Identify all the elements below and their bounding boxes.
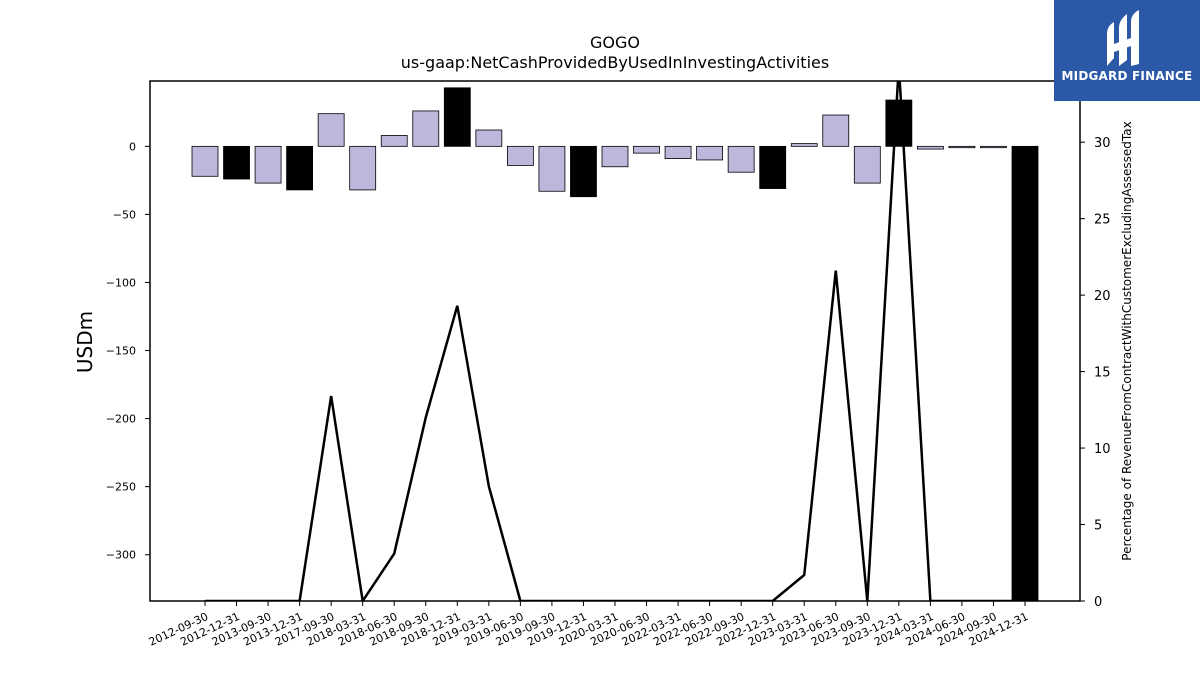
- y-axis-label: USDm: [73, 311, 97, 373]
- y2-tick-label: 0: [1094, 595, 1102, 610]
- bar-2024-06-30: [948, 145, 976, 149]
- y-tick-label: −300: [106, 549, 136, 562]
- y2-tick-label: 5: [1094, 519, 1102, 534]
- y-axis-left: 0 −50 −100 −150 −200 −250 −300: [106, 140, 150, 562]
- bar-2012-12-31: [223, 145, 250, 180]
- y-tick-label: −250: [106, 481, 136, 494]
- bar-2019-03-31: [475, 129, 503, 147]
- bar-2017-09-30: [317, 113, 345, 147]
- bar-2019-12-31: [570, 145, 597, 198]
- y2-tick-label: 30: [1094, 136, 1111, 151]
- y2-tick-label: 25: [1094, 213, 1111, 228]
- bar-2013-12-31: [286, 145, 314, 191]
- y-axis-right: 0 5 10 15 20 25 30: [1080, 136, 1111, 610]
- bar-2023-03-31: [790, 143, 818, 147]
- y2-axis-label: Percentage of RevenueFromContractWithCus…: [1120, 121, 1134, 560]
- bar-series: [191, 87, 1039, 602]
- y-tick-label: 0: [129, 140, 136, 153]
- y2-tick-label: 20: [1094, 289, 1111, 304]
- chart-title: GOGO: [590, 33, 640, 52]
- y-tick-label: −50: [113, 208, 136, 221]
- y2-tick-label: 10: [1094, 442, 1111, 457]
- chart-subtitle: us-gaap:NetCashProvidedByUsedInInvesting…: [401, 53, 829, 72]
- bar-2023-06-30: [822, 114, 850, 147]
- y-tick-label: −200: [106, 413, 136, 426]
- bar-2018-09-30: [412, 110, 440, 147]
- y-tick-label: −150: [106, 345, 136, 358]
- y2-tick-label: 15: [1094, 366, 1111, 381]
- bar-2022-06-30: [696, 145, 724, 161]
- bar-2012-09-30: [191, 145, 219, 177]
- bar-2020-06-30: [633, 145, 660, 154]
- bar-2018-06-30: [380, 135, 408, 147]
- bar-2013-09-30: [254, 145, 282, 184]
- bar-2018-03-31: [349, 145, 377, 191]
- brand-name: MIDGARD FINANCE: [1061, 69, 1193, 83]
- x-axis: 2012-09-302012-12-312013-09-302013-12-31…: [147, 601, 1030, 649]
- bar-2022-03-31: [664, 145, 692, 159]
- bar-2024-03-31: [916, 145, 944, 150]
- bar-2022-09-30: [727, 145, 755, 173]
- bar-2024-12-31: [1011, 145, 1039, 602]
- bar-2023-09-30: [853, 145, 881, 184]
- percentage-line-series: [205, 81, 1025, 601]
- bar-2019-06-30: [506, 145, 534, 166]
- bar-2019-09-30: [538, 145, 566, 192]
- brand-logo: MIDGARD FINANCE: [1054, 0, 1200, 101]
- bar-2018-12-31: [443, 87, 471, 147]
- bar-2023-12-31: [885, 99, 913, 147]
- y-tick-label: −100: [106, 276, 136, 289]
- midgard-m-icon: [1107, 10, 1139, 66]
- bar-2020-03-31: [601, 145, 629, 168]
- bar-2022-12-31: [759, 145, 787, 189]
- percentage-line: [205, 81, 1025, 601]
- bar-2024-09-30: [980, 145, 1007, 149]
